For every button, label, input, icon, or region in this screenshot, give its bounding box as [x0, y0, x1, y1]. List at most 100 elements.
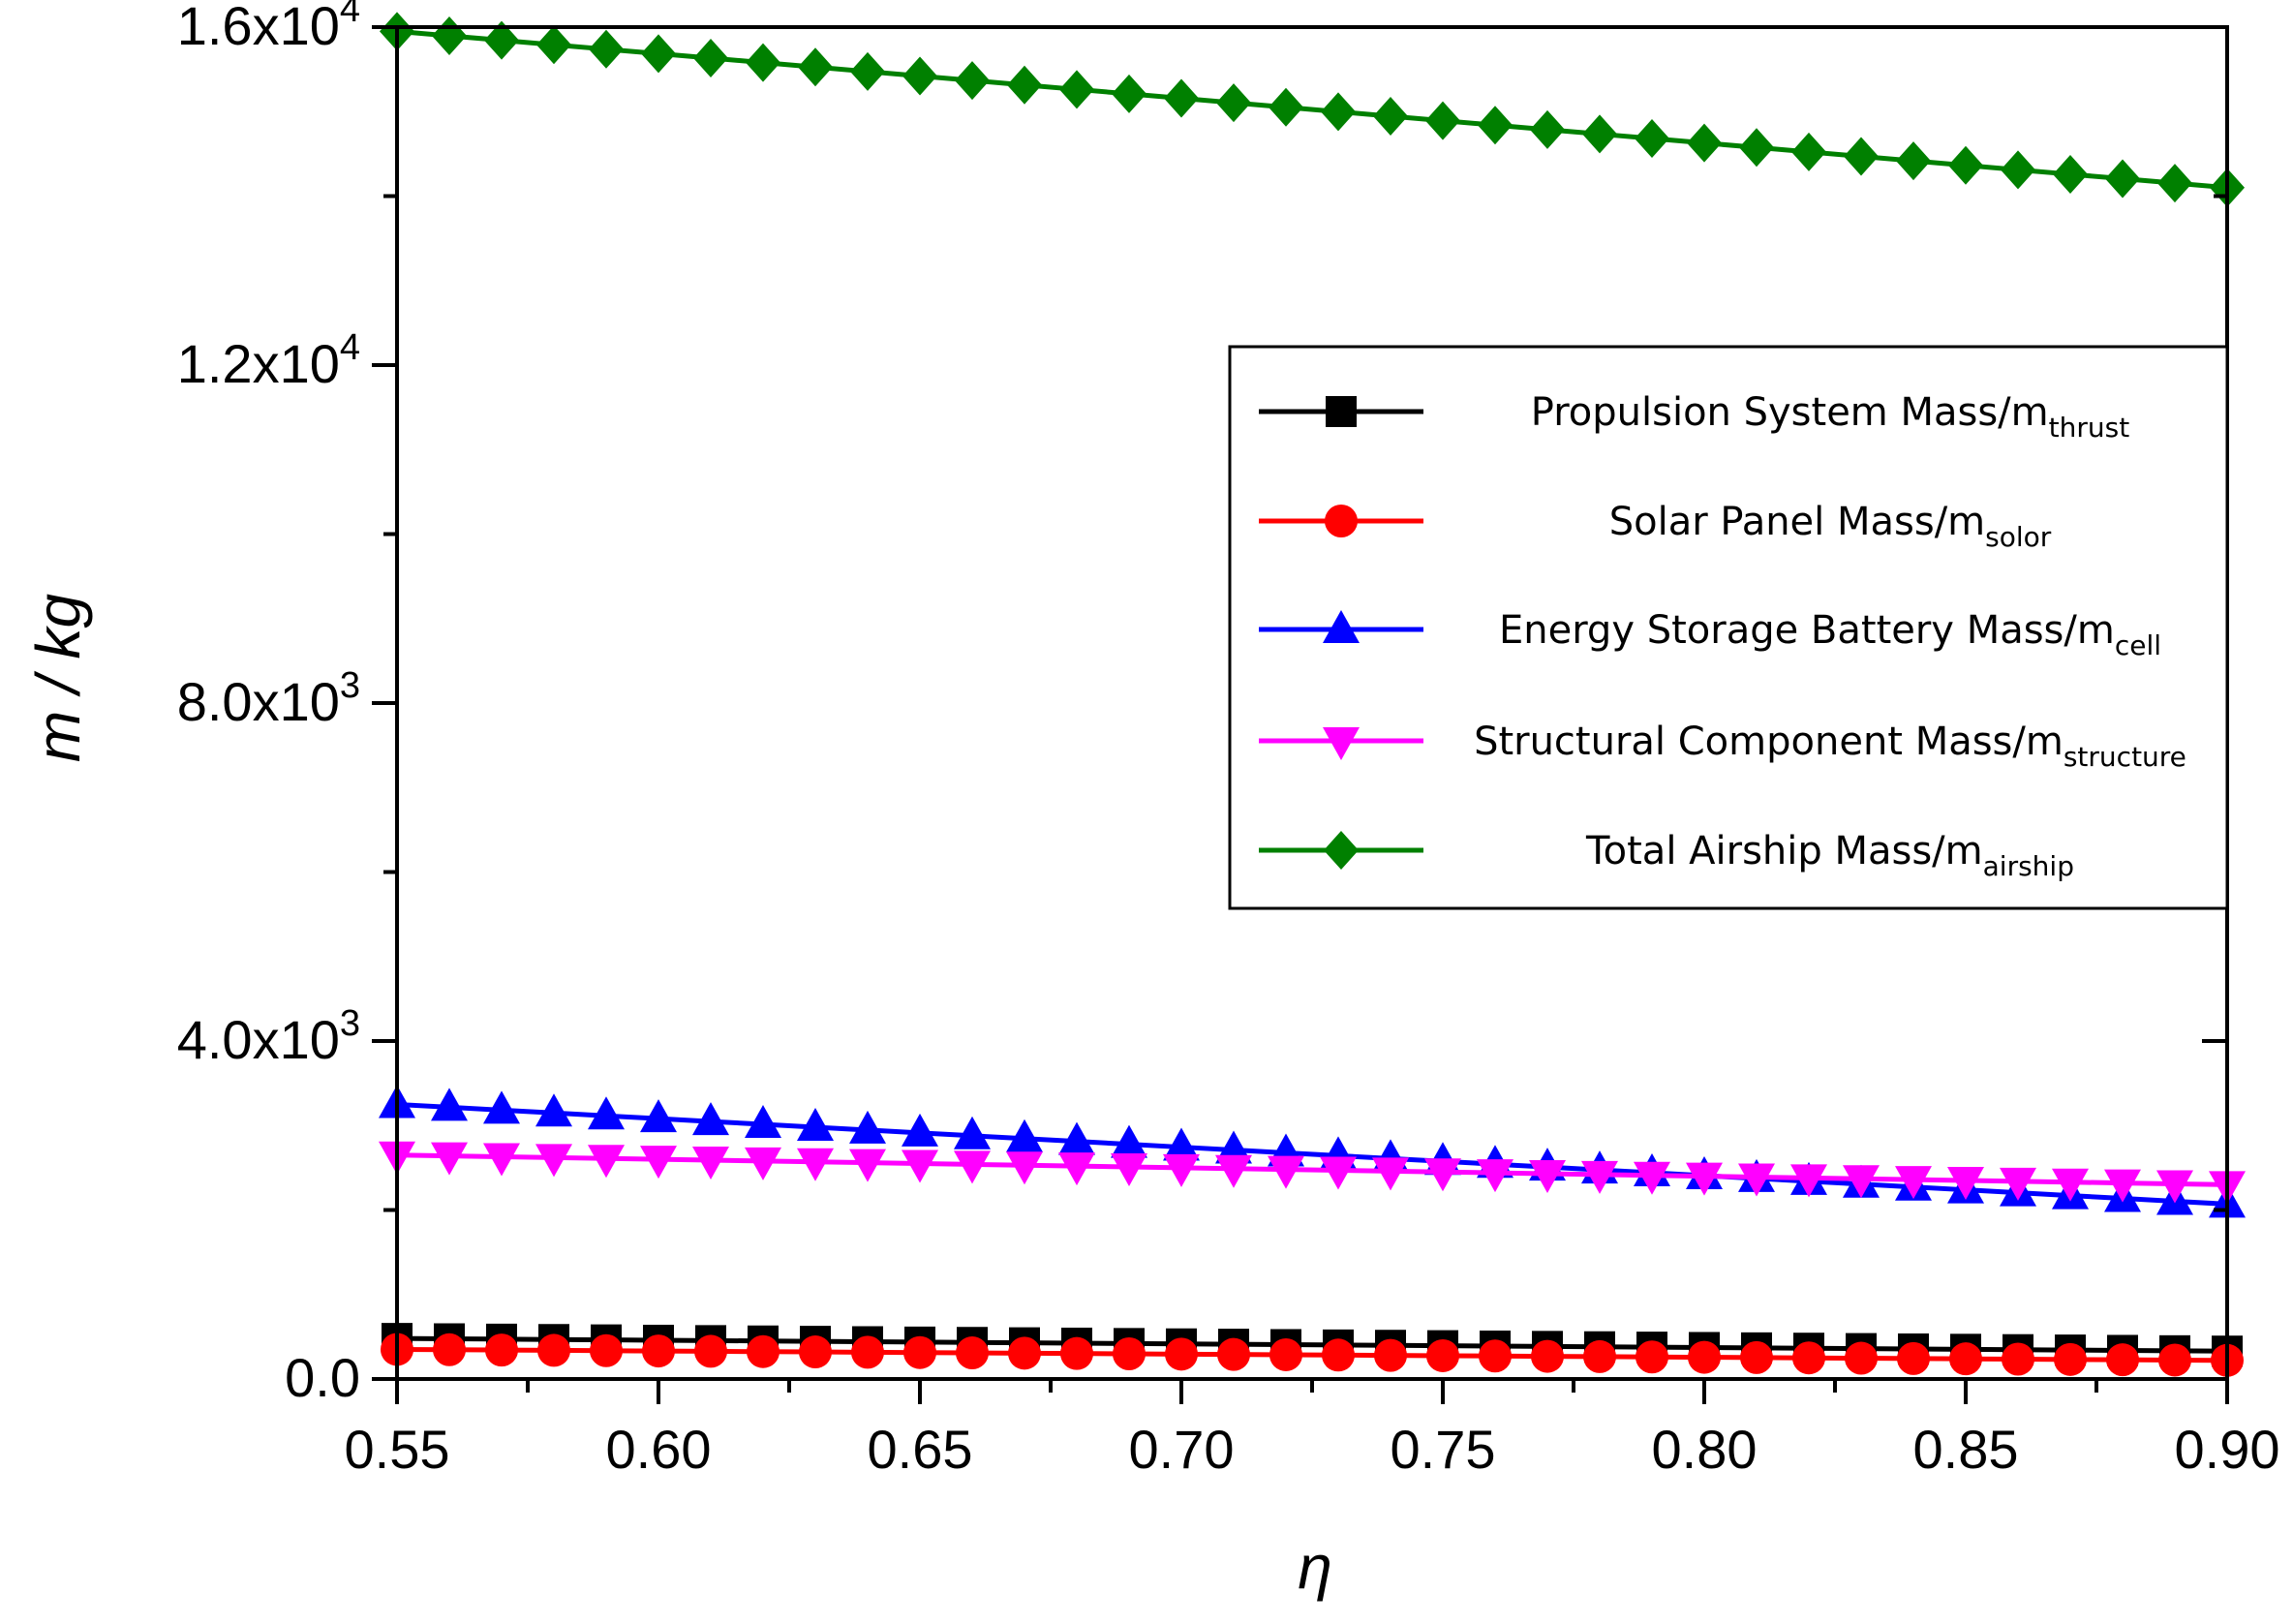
data-point-cell: [640, 1099, 677, 1133]
y-tick-label: 4.0x103: [177, 1003, 360, 1070]
data-point-solar: [1531, 1339, 1564, 1373]
data-point-airship: [1739, 128, 1774, 168]
axes: 0.55 0.60 0.65 0.70 0.75 0.80 0.85 0.90 0.0 4.0x1…: [177, 0, 2280, 1480]
x-tick-label: 0.90: [2175, 1419, 2280, 1480]
data-point-cell: [849, 1110, 886, 1144]
data-point-cell: [431, 1088, 468, 1121]
legend-label: Solar Panel Mass/msolor: [1609, 500, 2052, 553]
legend-label: Total Airship Mass/mairship: [1585, 829, 2074, 882]
data-point-structure: [1686, 1162, 1723, 1196]
data-point-structure: [2052, 1168, 2089, 1202]
data-point-structure: [692, 1147, 729, 1180]
data-point-structure: [1947, 1166, 1984, 1200]
y-tick-label: 1.2x104: [177, 327, 360, 394]
legend-marker-cell: [1323, 610, 1360, 643]
data-point-solar: [1060, 1336, 1093, 1370]
data-point-solar: [1479, 1339, 1512, 1373]
data-point-solar: [1165, 1337, 1198, 1371]
data-point-structure: [1529, 1159, 1566, 1193]
data-point-solar: [903, 1335, 936, 1369]
data-point-structure: [2156, 1170, 2193, 1204]
data-point-solar: [694, 1334, 727, 1368]
data-point-airship: [693, 39, 728, 78]
data-point-structure: [1581, 1160, 1618, 1194]
data-point-airship: [432, 15, 467, 55]
x-tick-label: 0.75: [1391, 1419, 1496, 1480]
x-axis-title: η: [1298, 1532, 1332, 1602]
data-point-airship: [641, 34, 676, 74]
legend-label: Structural Component Mass/mstructure: [1474, 720, 2186, 773]
data-point-structure: [2000, 1167, 2036, 1201]
data-point-cell: [1111, 1124, 1147, 1158]
series-solar: [381, 1333, 2244, 1377]
data-point-solar: [1374, 1338, 1407, 1372]
data-point-solar: [537, 1333, 570, 1367]
data-point-structure: [1634, 1161, 1670, 1195]
x-tick-label: 0.70: [1129, 1419, 1235, 1480]
data-point-airship: [2053, 154, 2088, 194]
data-point-structure: [1843, 1165, 1880, 1199]
data-point-structure: [1477, 1159, 1513, 1193]
data-point-structure: [849, 1149, 886, 1182]
legend-item-solar: Solar Panel Mass/msolor: [1259, 500, 2052, 553]
legend-label: Energy Storage Battery Mass/mcell: [1499, 608, 2161, 661]
data-point-airship: [2157, 164, 2192, 203]
data-point-structure: [954, 1150, 991, 1184]
data-point-solar: [1897, 1341, 1930, 1375]
data-point-solar: [1217, 1337, 1250, 1371]
data-point-solar: [2106, 1343, 2139, 1377]
series-structure: [379, 1141, 2246, 1205]
data-point-structure: [535, 1144, 572, 1178]
data-point-airship: [1896, 141, 1931, 181]
legend-item-structure: Structural Component Mass/mstructure: [1259, 720, 2186, 773]
data-point-structure: [1790, 1164, 1827, 1198]
data-point-airship: [798, 47, 833, 87]
data-point-solar: [2158, 1343, 2191, 1377]
data-point-structure: [1320, 1156, 1357, 1190]
data-point-airship: [1007, 65, 1042, 105]
x-tick-label: 0.65: [868, 1419, 973, 1480]
data-point-airship: [536, 25, 571, 65]
data-point-cell: [535, 1093, 572, 1127]
data-point-structure: [1268, 1155, 1304, 1189]
data-point-structure: [1424, 1158, 1461, 1192]
data-point-airship: [1425, 101, 1460, 140]
data-point-airship: [902, 56, 937, 96]
data-point-solar: [2054, 1342, 2087, 1376]
data-point-structure: [1163, 1153, 1200, 1187]
data-point-airship: [850, 51, 885, 91]
data-point-solar: [1008, 1336, 1041, 1370]
data-point-structure: [2104, 1169, 2141, 1203]
data-point-airship: [1530, 109, 1565, 149]
data-point-airship: [2105, 159, 2140, 199]
data-point-airship: [1478, 106, 1513, 145]
data-point-airship: [1112, 74, 1146, 113]
plot-marks: [379, 12, 2246, 1377]
data-point-cell: [902, 1113, 938, 1147]
data-point-cell: [954, 1116, 991, 1149]
data-point-structure: [1372, 1157, 1409, 1191]
data-point-cell: [483, 1090, 520, 1124]
data-point-airship: [1582, 114, 1617, 154]
legend-marker-airship: [1324, 831, 1359, 870]
data-point-cell: [588, 1096, 625, 1130]
y-axis-title: m / kg: [23, 593, 93, 762]
legend-item-cell: Energy Storage Battery Mass/mcell: [1259, 608, 2161, 661]
data-point-cell: [1163, 1127, 1200, 1161]
data-point-airship: [2001, 150, 2035, 190]
data-point-solar: [642, 1334, 675, 1368]
data-point-solar: [1583, 1339, 1616, 1373]
data-point-structure: [1058, 1152, 1095, 1186]
legend-marker-structure: [1323, 727, 1360, 760]
data-point-airship: [1844, 137, 1879, 176]
data-point-airship: [1791, 132, 1826, 171]
data-point-solar: [1426, 1338, 1459, 1372]
data-point-structure: [431, 1142, 468, 1176]
data-point-solar: [1792, 1341, 1825, 1375]
data-point-airship: [1635, 119, 1669, 159]
data-point-airship: [1269, 87, 1303, 127]
data-point-airship: [1059, 70, 1094, 109]
legend-label: Propulsion System Mass/mthrust: [1531, 390, 2129, 444]
data-point-structure: [745, 1147, 781, 1180]
